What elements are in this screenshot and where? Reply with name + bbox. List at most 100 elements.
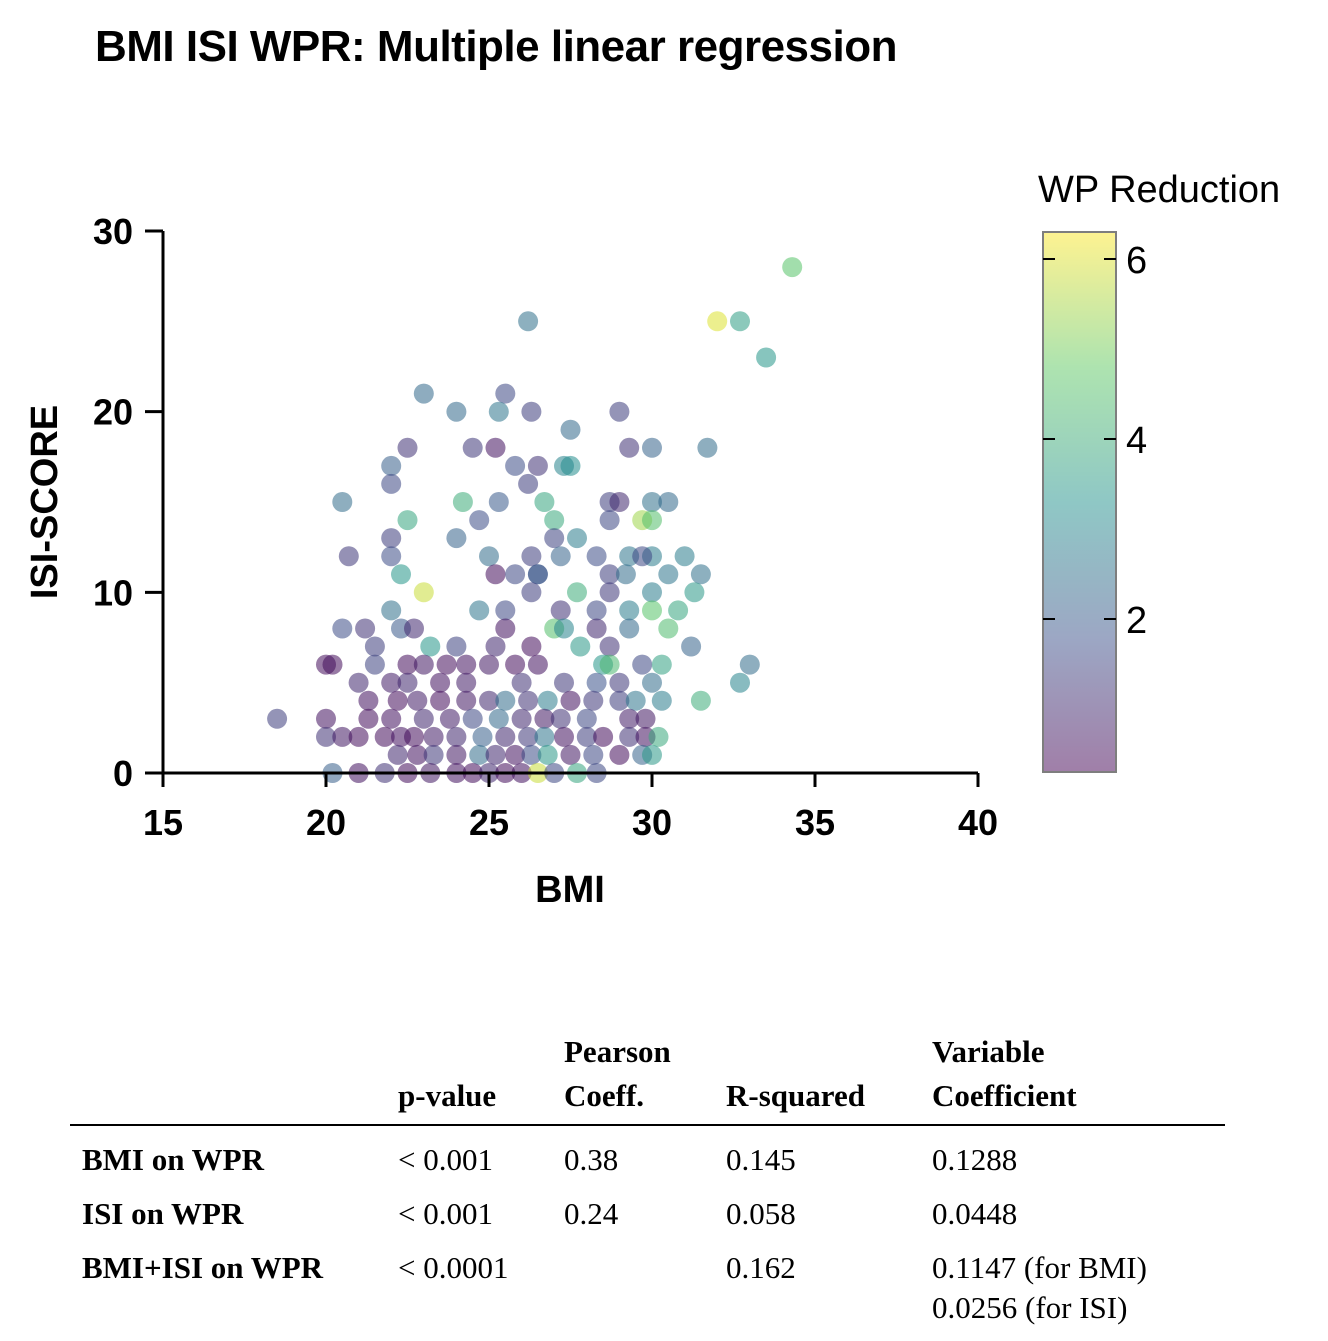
scatter-point [609,744,630,765]
scatter-point [381,455,402,476]
scatter-point [316,726,336,747]
scatter-point [632,654,653,675]
scatter-point [648,726,669,747]
scatter-point [550,600,571,621]
scatter-point [316,708,336,729]
scatter-point [537,744,558,765]
scatter-point [599,510,620,531]
scatter-point [446,528,467,549]
scatter-point [485,437,506,458]
scatter-point [642,582,662,603]
scatter-point [358,690,379,711]
scatter-point [544,510,565,531]
scatter-point [739,654,760,675]
scatter-point [404,618,424,639]
scatter-point [756,347,777,368]
scatter-point [560,744,581,765]
scatter-point [527,455,548,476]
scatter-point [537,690,558,711]
scatter-point [381,600,402,621]
scatter-point [635,708,656,729]
scatter-point [423,726,444,747]
scatter-point [338,546,359,567]
scatter-point [364,636,385,657]
scatter-point [267,708,288,729]
stats-table: p-value Pearson Coeff. R-squared Variabl… [70,1030,1225,1328]
scatter-point [381,473,402,494]
scatter-point [446,636,467,657]
scatter-point [462,708,483,729]
scatter-point [423,744,444,765]
scatter-point [527,564,548,585]
scatter-point [472,726,493,747]
stats-header-row: p-value Pearson Coeff. R-squared Variabl… [70,1030,1225,1125]
scatter-point [658,564,679,585]
scatter-point [355,618,376,639]
x-tick-label: 40 [958,802,998,843]
scatter-point [642,437,662,458]
scatter-point [690,564,711,585]
scatter-point [485,636,506,657]
scatter-point [436,654,457,675]
scatter-point [381,708,402,729]
scatter-point [527,654,548,675]
scatter-point [387,690,408,711]
scatter-point [642,672,662,693]
scatter-point [430,672,451,693]
scatter-point [488,401,509,422]
scatter-point [413,383,434,404]
scatter-point [446,401,467,422]
scatter-point [505,455,526,476]
x-tick-label: 15 [143,802,183,843]
scatter-point [332,726,353,747]
scatter-point [609,672,630,693]
scatter-point [615,564,636,585]
scatter-point [332,492,353,512]
scatter-point [488,492,509,512]
table-row: BMI on WPR < 0.001 0.38 0.145 0.1288 [82,1142,1018,1177]
colorbar-ticks: 2 4 6 [1043,240,1147,642]
scatter-point [619,726,640,747]
scatter-point [387,744,408,765]
scatter-point [534,726,555,747]
scatter-point [609,401,630,422]
scatter-point [404,726,424,747]
scatter-point [469,510,490,531]
header-variable-coefficient: Variable Coefficient [932,1034,1077,1113]
scatter-point [505,744,526,765]
scatter-point [681,636,702,657]
scatter-point [413,582,434,603]
scatter-point [322,654,343,675]
scatter-point [381,672,402,693]
colorbar [1042,231,1117,773]
scatter-point [420,636,441,657]
scatter-point [495,690,516,711]
scatter-point [534,492,555,512]
x-tick-label: 25 [469,802,509,843]
scatter-point [521,636,542,657]
scatter-point [488,708,509,729]
scatter-point [485,564,506,585]
scatter-point [518,690,539,711]
scatter-point [397,654,418,675]
scatter-point [619,708,640,729]
scatter-point [576,708,597,729]
y-tick-label: 10 [93,572,133,613]
scatter-point [479,546,499,567]
x-tick-label: 30 [632,802,672,843]
x-tick-label: 35 [795,802,835,843]
scatter-point [586,546,607,567]
scatter-point [446,744,467,765]
scatter-point [599,636,620,657]
scatter-point [381,546,402,567]
scatter-point [462,437,483,458]
scatter-point [364,654,385,675]
scatter-point [505,654,526,675]
scatter-point [332,618,353,639]
scatter-point [534,708,555,729]
scatter-point [413,708,434,729]
scatter-point [570,636,591,657]
scatter-point [619,600,640,621]
scatter-point [397,672,418,693]
colorbar-label: WP Reduction [1038,169,1280,211]
